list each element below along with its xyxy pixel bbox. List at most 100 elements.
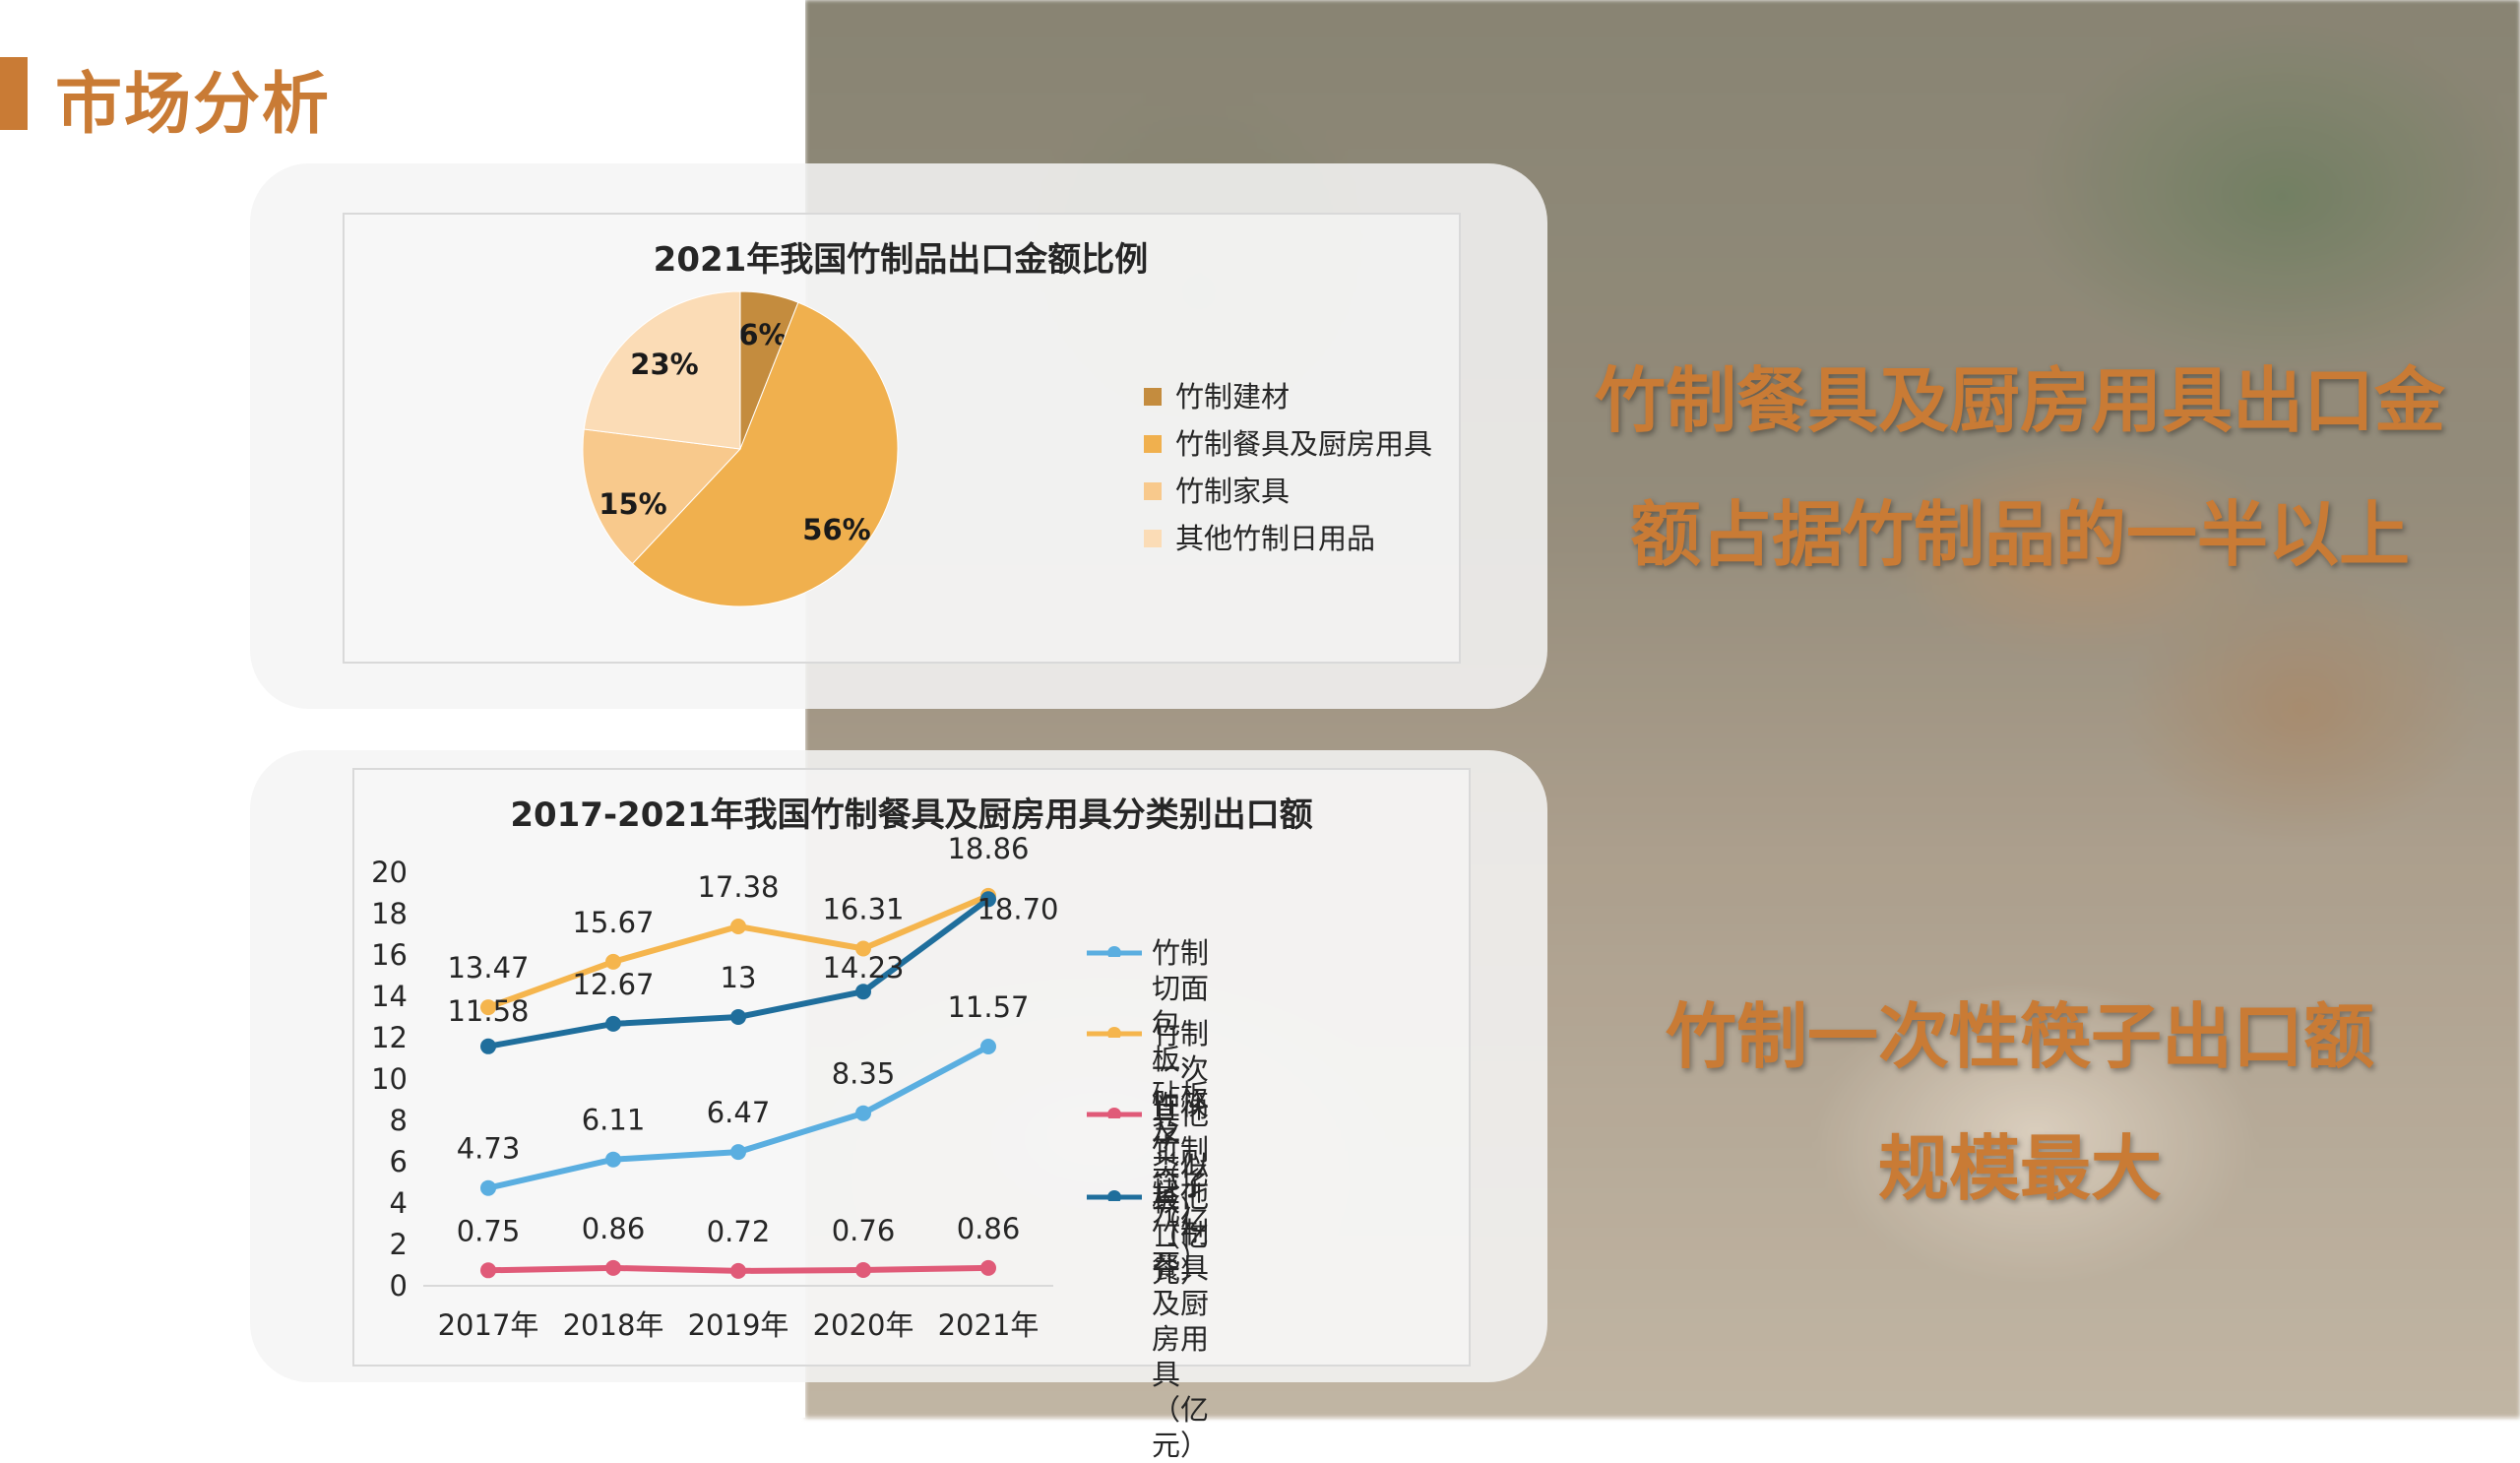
data-point [730, 1144, 746, 1161]
callout-2-line-1: 竹制一次性筷子出口额 [1665, 995, 2375, 1078]
legend-line-marker [1087, 1027, 1142, 1038]
data-label: 11.57 [947, 990, 1029, 1024]
y-tick-label: 20 [371, 856, 408, 889]
data-label: 14.23 [822, 951, 904, 985]
y-tick-label: 0 [390, 1269, 408, 1303]
y-tick-label: 12 [371, 1021, 408, 1054]
data-label: 4.73 [457, 1132, 521, 1166]
chart-canvas: 6% 56% 15% 23% 0 2 4 6 8 10 12 14 16 18 20 2017年 2018年 20… [371, 290, 1059, 1342]
title-accent-bar [0, 57, 28, 130]
data-point [730, 919, 746, 934]
pie-legend-item: 竹制家具 [1144, 469, 1290, 510]
legend-label: 其他竹制餐具及厨房用 具（亿元） [1152, 1179, 1209, 1463]
pie-legend-item: 竹制餐具及厨房用具 [1144, 421, 1432, 463]
data-point [605, 953, 621, 970]
legend-label-line: 具（亿元） [1152, 1358, 1210, 1462]
data-point [855, 1105, 871, 1121]
data-point [480, 999, 496, 1016]
line-chart-title: 2017-2021年我国竹制餐具及厨房用具分类别出口额 [510, 795, 1313, 835]
data-label: 8.35 [832, 1057, 896, 1091]
data-point [855, 1262, 871, 1278]
y-tick-label: 16 [371, 938, 408, 972]
data-label: 13.47 [447, 951, 529, 985]
callout-1-line-2: 额占据竹制品的一半以上 [1629, 493, 2411, 576]
pie-slice [582, 428, 742, 565]
pie-slice [583, 290, 741, 450]
legend-swatch [1144, 435, 1162, 453]
x-tick-label: 2021年 [938, 1308, 1040, 1342]
data-point [855, 940, 871, 957]
pie-legend-item: 其他竹制日用品 [1144, 516, 1375, 557]
callout-1-line-1: 竹制餐具及厨房用具出口金 [1594, 359, 2446, 442]
data-label: 15.67 [572, 906, 654, 939]
legend-label: 竹制餐具及厨房用具 [1175, 427, 1433, 461]
data-point [480, 1179, 496, 1196]
data-point [605, 1015, 621, 1032]
data-point [480, 1262, 496, 1279]
callout-2-line-2: 规模最大 [1877, 1127, 2163, 1210]
data-point [605, 1259, 621, 1276]
legend-line-marker [1087, 1108, 1142, 1118]
pie-chart-frame [343, 213, 1461, 664]
data-label: 11.58 [447, 994, 529, 1028]
data-point [480, 1038, 496, 1054]
pie-data-label: 56% [802, 513, 870, 546]
y-tick-label: 18 [371, 897, 408, 930]
data-point [730, 1262, 746, 1279]
y-tick-label: 4 [390, 1186, 408, 1220]
data-label: 0.86 [957, 1212, 1021, 1245]
legend-label: 竹制一次性筷子（亿元） [1152, 1016, 1209, 1229]
y-tick-label: 6 [390, 1145, 408, 1178]
x-tick-label: 2020年 [813, 1308, 914, 1342]
legend-label: 竹制切面包板、 砧板及 类似板（亿元） [1152, 935, 1209, 1290]
legend-label: 竹制家具 [1175, 475, 1291, 508]
data-label: 0.76 [832, 1214, 896, 1247]
pie-data-label: 15% [598, 487, 666, 521]
data-label: 12.67 [572, 968, 654, 1001]
legend-dot [1107, 1190, 1121, 1201]
data-label: 18.86 [947, 832, 1029, 865]
legend-label-line: 类似板（亿元） [1152, 1149, 1210, 1289]
data-label: 0.86 [582, 1212, 646, 1245]
legend-line-marker [1087, 946, 1142, 957]
legend-swatch [1144, 482, 1162, 500]
legend-dot [1107, 1108, 1121, 1118]
data-label: 16.31 [822, 893, 904, 926]
pie-slice [631, 301, 899, 607]
data-label: 0.75 [457, 1214, 521, 1247]
x-tick-label: 2018年 [563, 1308, 664, 1342]
pie-data-label: 23% [630, 348, 698, 381]
data-label: 6.47 [707, 1096, 771, 1129]
data-point [980, 1259, 996, 1276]
legend-dot [1107, 946, 1121, 957]
x-tick-label: 2019年 [688, 1308, 789, 1342]
y-tick-label: 10 [371, 1062, 408, 1096]
data-label: 17.38 [697, 870, 779, 904]
legend-label-line: 其他竹制餐具及厨房用 [1152, 1180, 1210, 1356]
legend-swatch [1144, 388, 1162, 406]
data-point [605, 1151, 621, 1168]
legend-swatch [1144, 530, 1162, 547]
y-tick-label: 8 [390, 1104, 408, 1137]
data-point [980, 891, 996, 908]
legend-label-line: 竹制一次性筷子（亿元） [1152, 1017, 1210, 1228]
legend-label: 竹制建材 [1175, 380, 1291, 413]
data-label: 13 [721, 961, 757, 994]
legend-label: 其他竹制日用品 [1175, 522, 1376, 555]
y-tick-label: 2 [390, 1228, 408, 1261]
legend-dot [1107, 1027, 1121, 1038]
pie-legend-item: 竹制建材 [1144, 374, 1290, 415]
x-tick-label: 2017年 [438, 1308, 539, 1342]
data-point [855, 984, 871, 1000]
legend-label-line: 其他竹制筷子（亿元） [1152, 1098, 1210, 1273]
legend-line-marker [1087, 1190, 1142, 1201]
legend-label: 其他竹制筷子（亿元） [1152, 1097, 1209, 1274]
pie-chart-title: 2021年我国竹制品出口金额比例 [653, 240, 1149, 280]
data-point [980, 1039, 996, 1054]
legend-label-line: 竹制切面包板、 砧板及 [1152, 936, 1210, 1147]
data-label: 6.11 [582, 1104, 646, 1137]
data-label: 0.72 [707, 1215, 771, 1248]
pie-data-label: 6% [738, 318, 787, 351]
page-title: 市场分析 [55, 66, 332, 144]
data-point [730, 1009, 746, 1025]
